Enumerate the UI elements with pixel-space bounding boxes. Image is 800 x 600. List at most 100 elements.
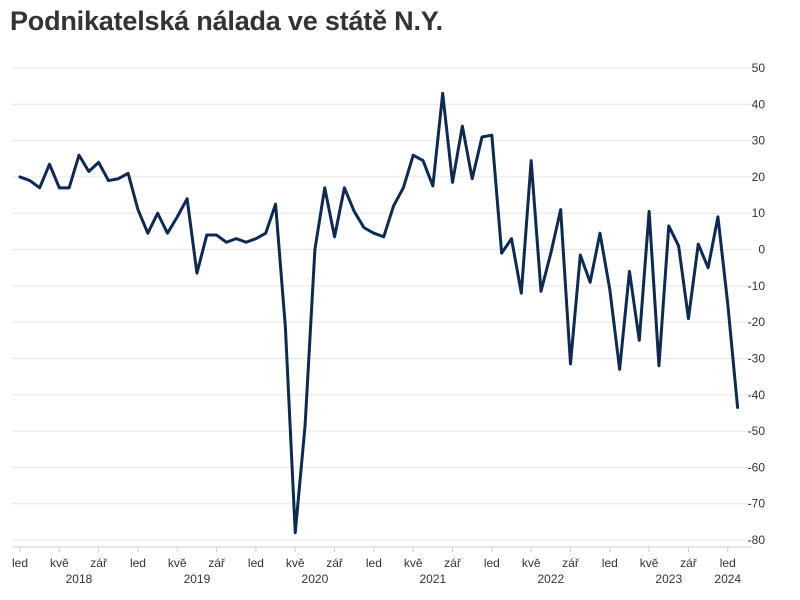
data-point bbox=[539, 290, 542, 293]
data-point bbox=[19, 175, 22, 178]
data-point bbox=[569, 362, 572, 365]
data-point bbox=[707, 266, 710, 269]
data-point bbox=[136, 208, 139, 211]
data-point bbox=[402, 186, 405, 189]
data-point bbox=[451, 181, 454, 184]
data-point bbox=[205, 234, 208, 237]
x-year-label: 2018 bbox=[66, 572, 93, 586]
x-year-label: 2023 bbox=[655, 572, 682, 586]
x-year-label: 2021 bbox=[420, 572, 447, 586]
data-point bbox=[579, 253, 582, 256]
data-point bbox=[146, 232, 149, 235]
data-point bbox=[215, 234, 218, 237]
x-tick-label: led bbox=[248, 556, 264, 570]
y-tick-label: -70 bbox=[748, 497, 766, 511]
x-tick-label: zář bbox=[444, 556, 462, 570]
data-point bbox=[87, 170, 90, 173]
x-tick-label: led bbox=[602, 556, 618, 570]
x-year-label: 2022 bbox=[537, 572, 564, 586]
data-point bbox=[225, 241, 228, 244]
data-point bbox=[372, 232, 375, 235]
data-point bbox=[471, 177, 474, 180]
data-point bbox=[500, 252, 503, 255]
y-tick-label: 30 bbox=[752, 134, 766, 148]
data-point bbox=[520, 292, 523, 295]
data-point bbox=[117, 177, 120, 180]
y-tick-label: 50 bbox=[752, 61, 766, 75]
data-point bbox=[166, 232, 169, 235]
data-point bbox=[638, 339, 641, 342]
data-point bbox=[294, 531, 297, 534]
data-point bbox=[264, 232, 267, 235]
x-tick-label: led bbox=[720, 556, 736, 570]
x-tick-label: kvě bbox=[522, 556, 541, 570]
y-tick-label: 20 bbox=[752, 170, 766, 184]
y-tick-label: 40 bbox=[752, 97, 766, 111]
data-point bbox=[392, 204, 395, 207]
x-year-label: 2024 bbox=[714, 572, 741, 586]
data-point bbox=[38, 186, 41, 189]
data-point bbox=[176, 215, 179, 218]
x-tick-label: kvě bbox=[404, 556, 423, 570]
y-tick-label: 10 bbox=[752, 206, 766, 220]
data-point bbox=[245, 241, 248, 244]
x-tick-label: led bbox=[366, 556, 382, 570]
data-point bbox=[107, 179, 110, 182]
data-point bbox=[97, 161, 100, 164]
data-point bbox=[412, 154, 415, 157]
data-point bbox=[490, 134, 493, 137]
x-tick-label: led bbox=[12, 556, 28, 570]
data-point bbox=[598, 232, 601, 235]
data-point bbox=[559, 208, 562, 211]
gridlines bbox=[12, 67, 752, 541]
x-year-label: 2019 bbox=[184, 572, 211, 586]
series-group bbox=[18, 91, 740, 535]
x-tick-label: zář bbox=[326, 556, 344, 570]
data-point bbox=[716, 215, 719, 218]
data-point bbox=[58, 186, 61, 189]
data-point bbox=[343, 186, 346, 189]
chart-title: Podnikatelská nálada ve státě N.Y. bbox=[10, 6, 443, 36]
x-tick-label: zář bbox=[562, 556, 580, 570]
series-line bbox=[18, 91, 740, 535]
data-point bbox=[235, 237, 238, 240]
x-tick-label: led bbox=[484, 556, 500, 570]
data-point bbox=[510, 237, 513, 240]
data-point bbox=[628, 270, 631, 273]
data-point bbox=[422, 159, 425, 162]
data-point bbox=[736, 406, 739, 409]
data-point bbox=[48, 163, 51, 166]
x-tick-label: kvě bbox=[286, 556, 305, 570]
data-point bbox=[667, 224, 670, 227]
data-point bbox=[549, 252, 552, 255]
data-point bbox=[530, 159, 533, 162]
data-point bbox=[254, 237, 257, 240]
data-point bbox=[618, 368, 621, 371]
y-tick-label: -60 bbox=[748, 460, 766, 474]
data-point bbox=[363, 226, 366, 229]
x-tick-label: kvě bbox=[640, 556, 659, 570]
y-tick-label: -80 bbox=[748, 533, 766, 547]
data-point bbox=[441, 92, 444, 95]
data-point bbox=[648, 210, 651, 213]
data-point bbox=[677, 244, 680, 247]
data-point bbox=[284, 326, 287, 329]
data-point bbox=[127, 172, 130, 175]
data-point bbox=[28, 179, 31, 182]
data-point bbox=[274, 203, 277, 206]
x-tick-label: led bbox=[130, 556, 146, 570]
data-point bbox=[726, 303, 729, 306]
data-point bbox=[304, 424, 307, 427]
data-point bbox=[156, 212, 159, 215]
x-tick-label: zář bbox=[208, 556, 226, 570]
data-point bbox=[481, 135, 484, 138]
data-point bbox=[186, 197, 189, 200]
y-tick-label: -40 bbox=[748, 388, 766, 402]
data-point bbox=[68, 186, 71, 189]
y-tick-label: -50 bbox=[748, 424, 766, 438]
data-point bbox=[687, 317, 690, 320]
data-point bbox=[313, 248, 316, 251]
data-point bbox=[589, 281, 592, 284]
data-point bbox=[323, 186, 326, 189]
data-point bbox=[697, 243, 700, 246]
